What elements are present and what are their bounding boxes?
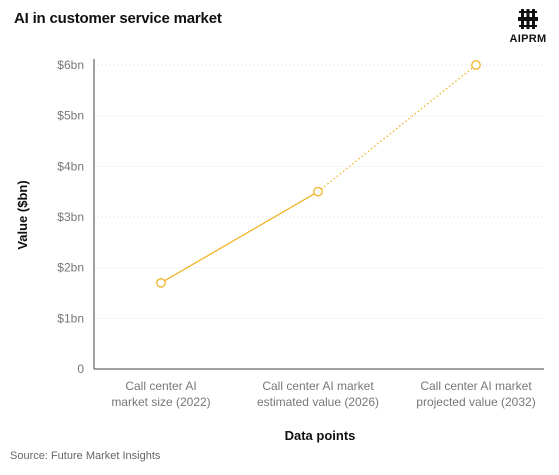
x-category-label-line: market size (2022) bbox=[111, 395, 210, 409]
x-category-label: Call center AI market estimated value (20… bbox=[257, 379, 379, 409]
x-category-label-line: Call center AI bbox=[125, 379, 196, 393]
x-category-label-line: estimated value (2026) bbox=[257, 395, 379, 409]
grid-lines bbox=[94, 64, 544, 319]
source-note: Source: Future Market Insights bbox=[10, 450, 161, 462]
y-tick-label: $6bn bbox=[57, 58, 84, 72]
series-segment bbox=[160, 191, 319, 284]
x-category-label-line: Call center AI market bbox=[420, 379, 532, 393]
y-tick-label: $4bn bbox=[57, 159, 84, 173]
y-tick-label: $2bn bbox=[57, 261, 84, 275]
data-point bbox=[156, 278, 166, 288]
series bbox=[156, 60, 481, 288]
x-category-label: Call center AI market size (2022) bbox=[111, 379, 210, 409]
aiprm-logo-icon bbox=[518, 9, 538, 29]
y-tick-label: $3bn bbox=[57, 210, 84, 224]
chart-title: AI in customer service market bbox=[14, 10, 222, 27]
x-category-label: Call center AI market projected value (20… bbox=[416, 379, 535, 409]
x-category-label-line: projected value (2032) bbox=[416, 395, 535, 409]
series-segment-projected bbox=[317, 64, 477, 193]
x-category-labels: Call center AI market size (2022)Call cen… bbox=[111, 379, 535, 409]
logo-text: AIPRM bbox=[509, 33, 547, 45]
x-category-label-line: Call center AI market bbox=[262, 379, 374, 393]
y-tick-label: $1bn bbox=[57, 311, 84, 325]
data-point bbox=[313, 186, 323, 197]
y-axis-title: Value ($bn) bbox=[15, 180, 30, 249]
y-tick-label: 0 bbox=[77, 362, 84, 376]
y-tick-labels: 0 $1bn $2bn $3bn $4bn $5bn $6bn bbox=[57, 58, 84, 376]
y-tick-label: $5bn bbox=[57, 109, 84, 123]
axes bbox=[93, 59, 544, 370]
x-axis-title: Data points bbox=[285, 428, 356, 443]
logo: AIPRM bbox=[506, 8, 550, 45]
data-point bbox=[471, 60, 481, 70]
